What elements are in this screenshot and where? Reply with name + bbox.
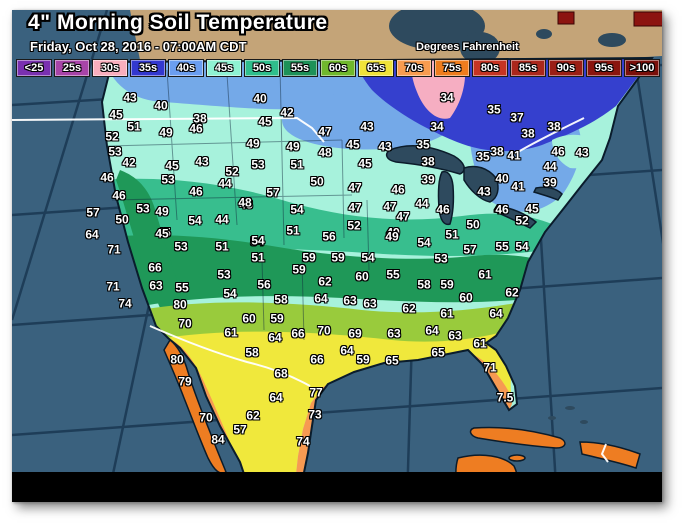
legend-swatch: 60s — [320, 59, 356, 77]
red-marker-box — [633, 11, 662, 27]
map-panel — [12, 10, 662, 502]
pacific-coastline — [100, 61, 300, 493]
legend-swatch: 75s — [434, 59, 470, 77]
page-title: 4" Morning Soil Temperature — [28, 11, 328, 34]
date-time-subtitle: Friday, Oct 28, 2016 - 07:00AM CDT — [30, 39, 247, 54]
bottom-black-margin — [12, 472, 662, 502]
legend-swatch: 40s — [168, 59, 204, 77]
red-marker-box — [557, 11, 575, 25]
national-borders — [12, 116, 609, 463]
legend-swatch: 90s — [548, 59, 584, 77]
legend-swatch: >100 — [624, 59, 660, 77]
canada-landmass — [130, 10, 662, 69]
great-lakes — [385, 145, 563, 229]
units-label: Degrees Fahrenheit — [416, 41, 519, 53]
legend-swatch: 80s — [472, 59, 508, 77]
legend-swatch: 35s — [130, 59, 166, 77]
bahamas-islets — [548, 406, 588, 424]
legend-swatch: 30s — [92, 59, 128, 77]
legend-swatch: 25s — [54, 59, 90, 77]
legend-swatch: 55s — [282, 59, 318, 77]
legend-swatch: 70s — [396, 59, 432, 77]
legend-swatch: 85s — [510, 59, 546, 77]
legend-swatch: 50s — [244, 59, 280, 77]
legend-swatch: 65s — [358, 59, 394, 77]
map-graphic — [12, 10, 662, 502]
legend-swatch: 95s — [586, 59, 622, 77]
coastline — [111, 56, 654, 493]
legend-swatch: <25 — [16, 59, 52, 77]
legend-swatch: 45s — [206, 59, 242, 77]
state-boundaries — [106, 65, 370, 341]
temperature-legend: <25 25s 30s 35s 40s 45s 50s 55s 60s 65s 70s 75s 80s 8… — [16, 59, 660, 77]
